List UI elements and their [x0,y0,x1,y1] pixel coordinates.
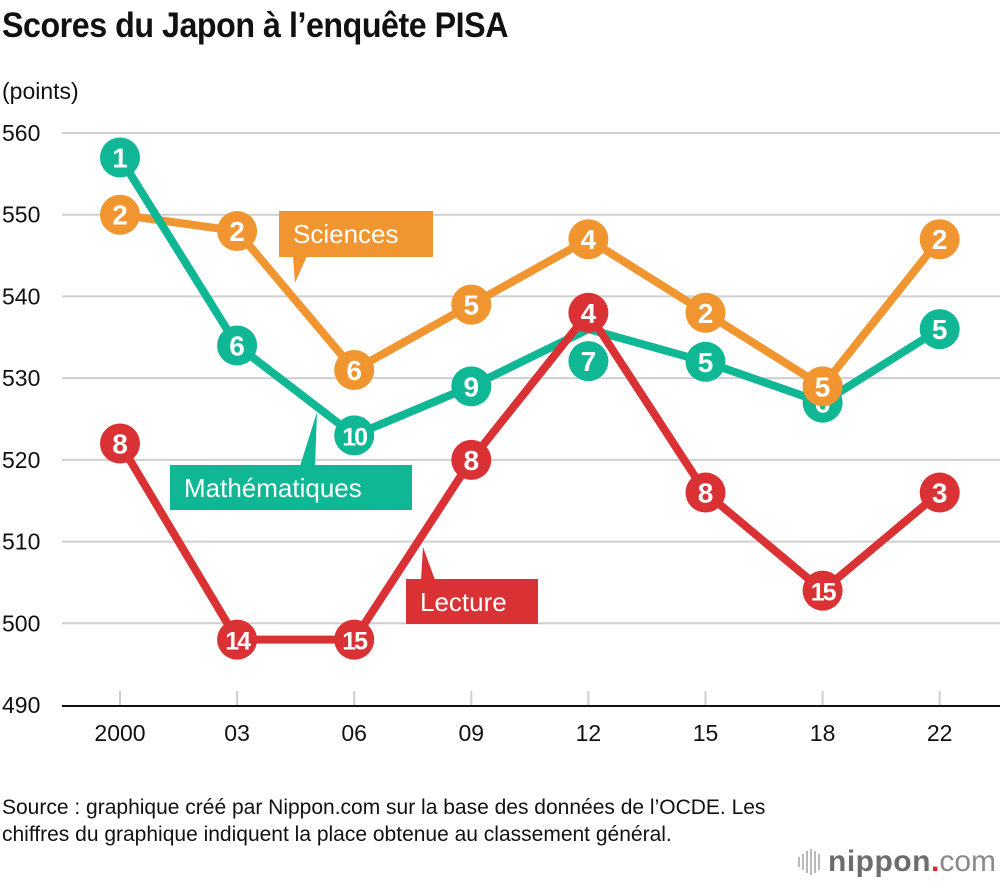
rank-label: 9 [464,371,480,402]
y-tick-label: 490 [2,692,40,718]
gridlines [62,132,1000,625]
y-tick-label: 550 [2,202,40,228]
y-axis-unit-label: (points) [2,78,79,104]
rank-marker [919,472,960,513]
rank-marker [451,284,492,325]
rank-marker [568,219,609,260]
rank-marker [100,423,140,464]
rank-marker [685,292,726,333]
rank-label: 4 [581,298,597,329]
y-tick-label: 520 [2,447,40,473]
nippon-logo: nippon. com [798,844,996,880]
y-tick-label: 530 [2,365,40,391]
rank-label: 6 [229,330,245,361]
rank-label: 2 [932,224,948,255]
rank-label: 2 [112,200,128,231]
rank-markers: 1610975652265425281415848153 [100,137,960,660]
series-callouts: Sciences Mathématiques Lecture [170,211,538,624]
sciences-callout-pointer [293,256,307,283]
rank-label: 5 [932,314,948,345]
rank-marker [685,341,726,382]
rank-label: 6 [346,355,362,386]
rank-marker [217,211,258,252]
rank-marker [919,219,960,260]
logo-dot: . [930,845,940,878]
rank-label: 15 [342,628,368,656]
sciences-callout-label: Sciences [293,219,399,249]
x-tick-label: 18 [810,720,836,746]
rank-marker [802,570,843,611]
rank-label: 10 [342,423,367,451]
x-tick-label: 12 [576,720,602,746]
rank-marker [919,309,960,350]
x-tick-label: 09 [459,720,485,746]
rank-marker [217,325,258,366]
rank-marker [685,472,726,513]
logo-bars-icon [798,849,820,875]
rank-label: 8 [112,429,128,460]
rank-label: 15 [811,579,837,607]
series-line-sciences [119,210,943,392]
rank-label: 8 [698,478,714,509]
sciences-callout-box [279,211,433,257]
rank-marker [451,366,492,407]
rank-marker [100,194,140,235]
rank-marker [217,619,258,660]
mathematiques-callout-box [170,465,412,510]
source-note: Source : graphique créé par Nippon.com s… [2,796,766,846]
rank-marker [451,439,492,480]
series-line-mathématiques [116,155,942,440]
rank-label: 2 [698,298,714,329]
rank-marker [334,619,375,660]
rank-label: 2 [229,216,245,247]
x-tick-label: 2000 [94,720,145,746]
rank-label: 5 [815,371,831,402]
rank-marker [100,137,140,178]
x-tick-label: 06 [341,720,367,746]
logo-com: com [939,845,996,878]
rank-marker [568,341,609,382]
x-tick-label: 03 [224,720,250,746]
y-tick-label: 560 [2,120,40,146]
lecture-callout-box [406,579,538,624]
rank-label: 1 [112,143,128,174]
logo-word: nippon [828,845,931,878]
x-tick-label: 22 [927,720,953,746]
y-axis-ticks: 490 500 510 520 530 540 550 560 [2,120,40,718]
chart-title: Scores du Japon à l’enquête PISA [2,6,508,45]
rank-marker [334,349,375,390]
rank-label: 14 [225,628,251,656]
lecture-callout-label: Lecture [420,587,507,617]
rank-label: 3 [932,478,948,509]
x-axis: 2000 03 06 09 12 15 18 22 [62,691,1000,746]
rank-marker [802,366,843,407]
rank-marker [568,292,609,333]
y-tick-label: 510 [2,529,40,555]
mathematiques-callout-pointer [300,412,317,466]
lecture-callout-pointer [421,547,435,580]
mathematiques-callout-label: Mathématiques [184,473,362,503]
rank-label: 8 [464,445,480,476]
y-tick-label: 540 [2,283,40,309]
rank-marker [334,415,375,456]
y-tick-label: 500 [2,610,40,636]
rank-label: 5 [464,290,480,321]
rank-label: 7 [581,346,597,377]
x-tick-label: 15 [693,720,719,746]
rank-label: 4 [581,224,597,255]
rank-label: 5 [698,347,714,378]
